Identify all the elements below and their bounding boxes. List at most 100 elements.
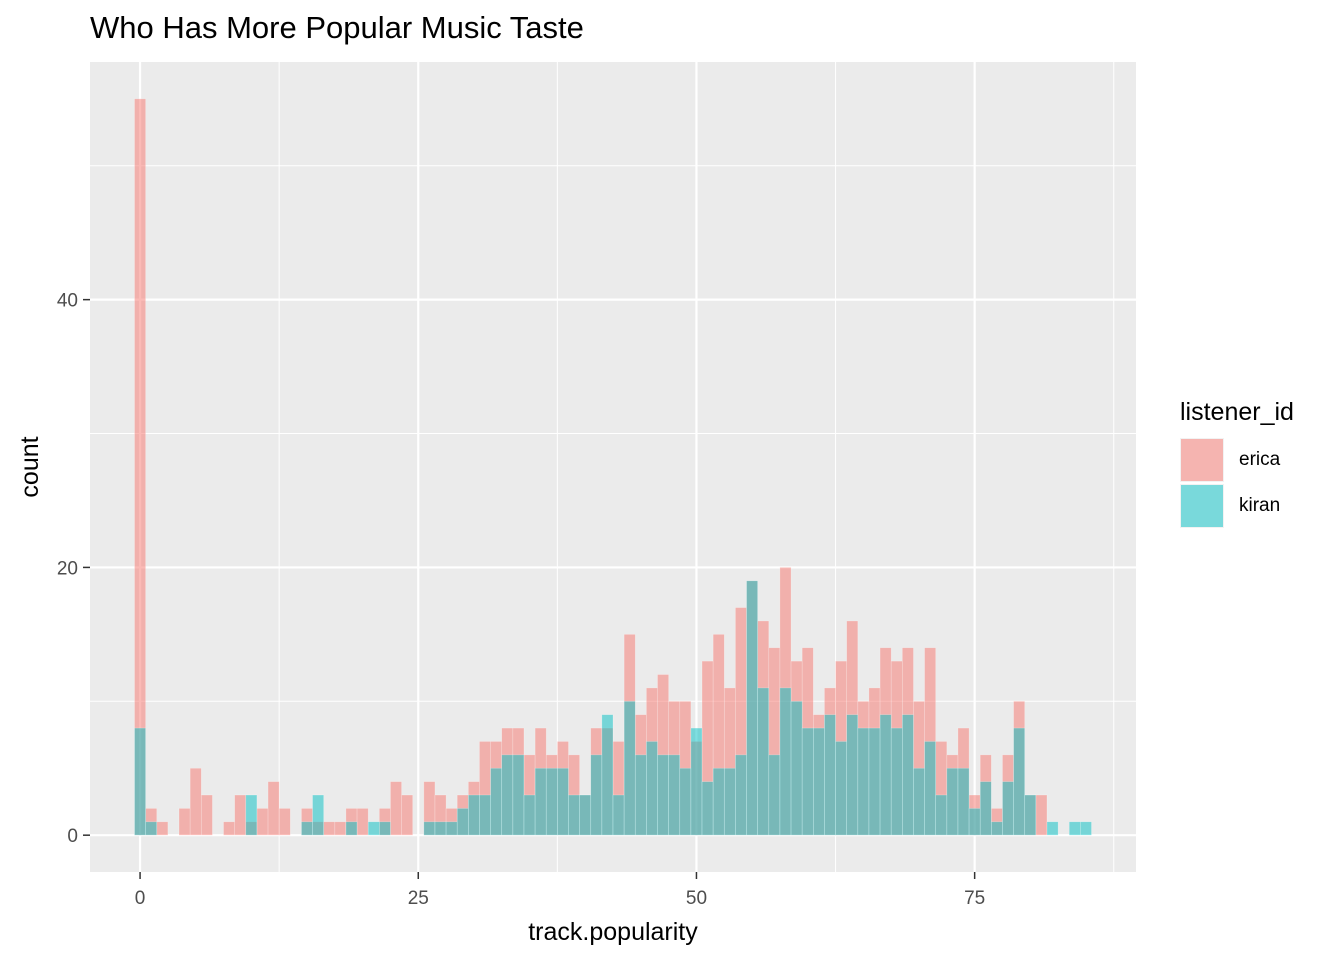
bar-kiran-33 <box>501 754 514 836</box>
bar-erica-24 <box>401 794 414 836</box>
bars-kiran <box>134 580 1092 836</box>
y-axis-title: count <box>16 436 44 497</box>
bar-kiran-35 <box>523 794 536 836</box>
bar-kiran-51 <box>701 781 714 836</box>
bar-kiran-31 <box>479 794 491 836</box>
bar-kiran-78 <box>1002 781 1014 836</box>
bar-kiran-15 <box>301 821 313 836</box>
bar-kiran-59 <box>790 700 803 836</box>
bar-kiran-37 <box>545 767 558 836</box>
x-tick-label: 50 <box>686 888 707 909</box>
y-axis: 0 20 40 <box>57 291 90 847</box>
bar-erica-23 <box>390 781 402 836</box>
bar-kiran-65 <box>857 727 870 836</box>
bar-kiran-64 <box>846 714 859 836</box>
bar-kiran-19 <box>345 821 358 836</box>
y-tick-label: 20 <box>57 558 78 579</box>
bar-kiran-57 <box>768 754 781 836</box>
bar-kiran-38 <box>557 767 569 836</box>
bar-kiran-85 <box>1080 821 1092 836</box>
bar-kiran-30 <box>468 794 480 836</box>
bar-kiran-44 <box>623 700 636 836</box>
bar-kiran-53 <box>723 767 736 836</box>
bar-erica-9 <box>234 794 247 836</box>
bar-kiran-77 <box>991 821 1003 836</box>
bar-kiran-82 <box>1046 821 1059 836</box>
bar-kiran-29 <box>456 808 469 836</box>
bar-kiran-32 <box>490 767 503 836</box>
bar-kiran-26 <box>423 821 436 836</box>
bar-kiran-69 <box>902 714 914 836</box>
bar-kiran-61 <box>812 727 825 836</box>
legend-item-kiran: kiran <box>1180 483 1294 529</box>
x-axis: 0 25 50 75 <box>135 872 985 909</box>
bar-kiran-68 <box>890 727 903 836</box>
bar-kiran-60 <box>801 727 814 836</box>
bar-kiran-47 <box>657 754 669 836</box>
bar-erica-13 <box>278 808 291 836</box>
bar-kiran-62 <box>824 714 836 836</box>
legend-key-erica <box>1180 438 1224 482</box>
bar-kiran-1 <box>145 821 158 836</box>
legend-item-erica: erica <box>1180 437 1294 483</box>
bar-kiran-28 <box>445 821 458 836</box>
bar-kiran-84 <box>1068 821 1081 836</box>
bar-kiran-73 <box>946 767 959 836</box>
y-tick-label: 0 <box>67 826 78 847</box>
bar-erica-2 <box>156 821 169 836</box>
bar-kiran-0 <box>134 727 146 836</box>
bar-kiran-41 <box>590 754 603 836</box>
legend-key-kiran <box>1180 484 1224 528</box>
bar-erica-4 <box>178 808 191 836</box>
bar-kiran-55 <box>746 580 758 836</box>
bar-erica-5 <box>189 767 202 836</box>
bar-kiran-34 <box>512 754 525 836</box>
x-tick-label: 0 <box>135 888 146 909</box>
bar-kiran-79 <box>1013 727 1026 836</box>
bar-kiran-39 <box>568 794 580 836</box>
bar-kiran-56 <box>757 687 770 836</box>
y-tick-label: 40 <box>57 291 78 312</box>
bar-kiran-54 <box>735 754 747 836</box>
legend-label-kiran: kiran <box>1239 495 1281 516</box>
bar-kiran-75 <box>968 808 981 836</box>
x-axis-title: track.popularity <box>528 918 698 946</box>
legend: listener_id erica kiran <box>1180 398 1294 529</box>
bar-kiran-42 <box>601 714 614 836</box>
bar-erica-18 <box>334 821 347 836</box>
bar-erica-17 <box>323 821 336 836</box>
legend-swatch-erica <box>1181 439 1223 481</box>
chart-title: Who Has More Popular Music Taste <box>90 10 584 45</box>
bar-kiran-52 <box>712 767 725 836</box>
bar-erica-6 <box>200 794 213 836</box>
bar-kiran-27 <box>434 821 447 836</box>
bar-erica-20 <box>356 808 369 836</box>
x-tick-label: 25 <box>408 888 429 909</box>
bar-kiran-71 <box>924 741 937 836</box>
bar-kiran-58 <box>779 687 792 836</box>
bar-kiran-80 <box>1024 794 1037 836</box>
x-tick-label: 75 <box>964 888 985 909</box>
bar-erica-11 <box>256 808 269 836</box>
bar-kiran-43 <box>612 794 625 836</box>
bar-kiran-21 <box>367 821 380 836</box>
bar-kiran-76 <box>979 781 992 836</box>
bar-kiran-45 <box>634 754 647 836</box>
bar-kiran-48 <box>668 754 681 836</box>
bar-kiran-46 <box>646 741 658 836</box>
legend-label-erica: erica <box>1239 449 1281 470</box>
bar-kiran-40 <box>579 794 592 836</box>
bar-kiran-70 <box>913 767 925 836</box>
bar-kiran-36 <box>534 767 547 836</box>
bar-kiran-49 <box>679 767 692 836</box>
bar-erica-8 <box>223 821 235 836</box>
bar-kiran-63 <box>835 741 847 836</box>
bar-kiran-67 <box>879 714 892 836</box>
bar-kiran-22 <box>379 821 391 836</box>
bar-kiran-10 <box>245 794 258 836</box>
bar-erica-0 <box>134 98 146 836</box>
legend-swatch-kiran <box>1181 485 1223 527</box>
legend-title: listener_id <box>1180 398 1294 426</box>
bar-kiran-16 <box>312 794 324 836</box>
